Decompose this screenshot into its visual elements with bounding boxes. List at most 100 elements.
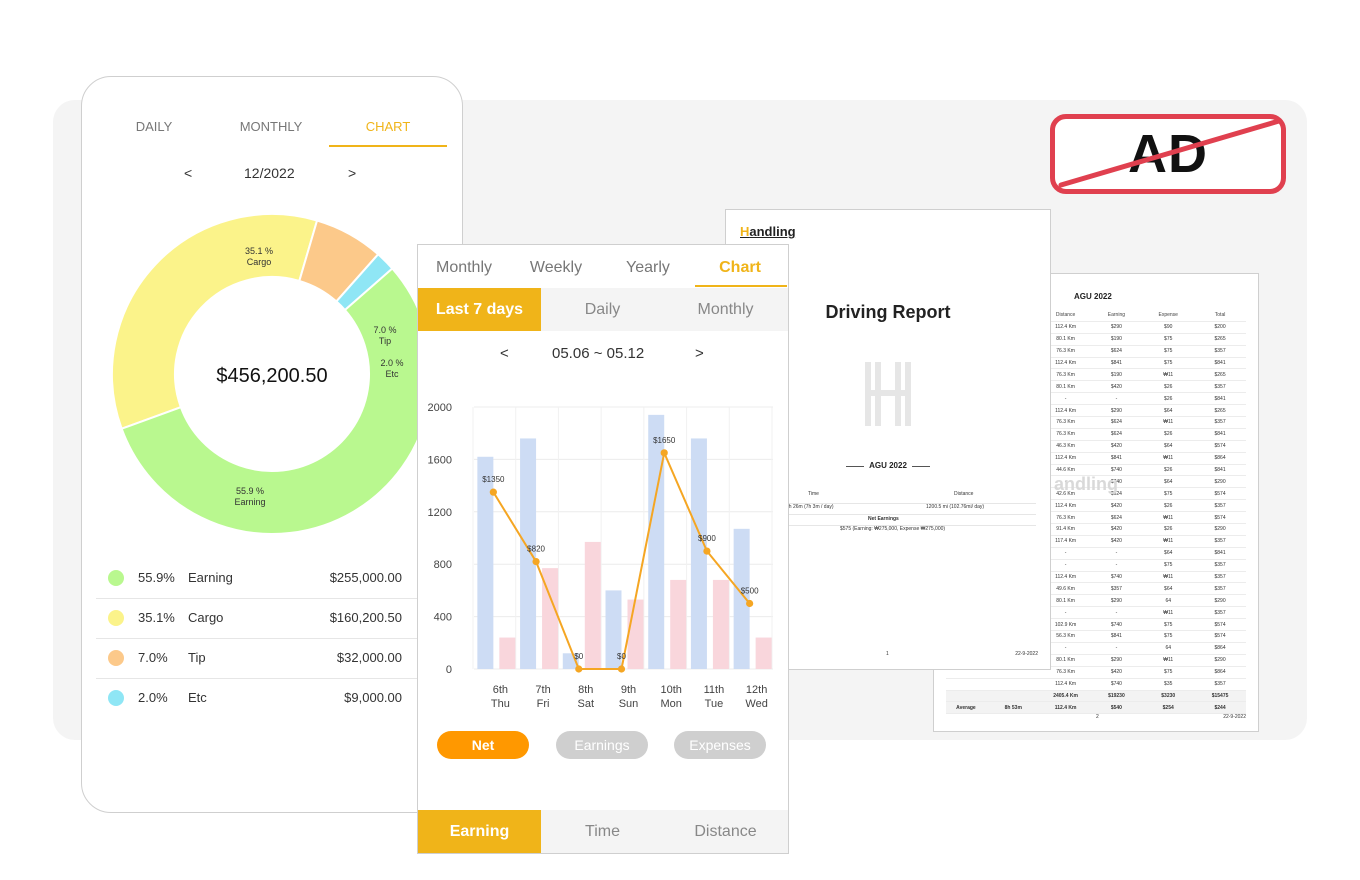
y-tick-label: 0	[446, 664, 452, 676]
table-cell: 80.1 Km	[1040, 333, 1091, 346]
prev-month-button[interactable]: <	[184, 165, 193, 181]
table-cell: $26	[1142, 428, 1195, 441]
tab-daily[interactable]: DAILY	[135, 119, 173, 134]
donut-total: $456,200.50	[216, 365, 327, 387]
next-month-button[interactable]: >	[348, 165, 357, 181]
tab-distance[interactable]: Distance	[694, 823, 757, 840]
net-point	[617, 665, 626, 673]
tab-last-7-days[interactable]: Last 7 days	[418, 288, 541, 331]
legend-swatch	[108, 570, 124, 586]
prev-range-button[interactable]: <	[500, 345, 509, 362]
table-cell: $26	[1142, 464, 1195, 477]
divider	[786, 503, 1036, 504]
table-cell: $75	[1142, 333, 1195, 346]
table-cell: 49.6 Km	[1040, 582, 1091, 596]
expenses-bar	[499, 637, 516, 669]
middle-phone-screen: Monthly Weekly Yearly Chart Last 7 days …	[417, 244, 789, 854]
table-cell: $75	[1142, 666, 1195, 679]
table-cell: ₩11	[1142, 535, 1195, 548]
net-data-label: $1350	[482, 475, 505, 484]
x-tick-label: Sun	[619, 698, 639, 710]
expenses-toggle-button[interactable]: Expenses	[674, 731, 766, 759]
no-ad-badge: AD	[1050, 114, 1286, 194]
legend-item[interactable]: 55.9% Earning $255,000.00	[96, 558, 422, 599]
tab-monthly[interactable]: Monthly	[435, 259, 493, 276]
table-cell: ₩11	[1142, 511, 1195, 525]
table-cell: $357	[1194, 559, 1246, 572]
table-cell: 64	[1142, 642, 1195, 655]
expenses-bar	[755, 637, 772, 669]
tab-chart[interactable]: CHART	[365, 119, 411, 134]
table-cell: -	[1040, 559, 1091, 572]
x-tick-label: Tue	[705, 698, 724, 710]
table-cell: -	[1090, 559, 1143, 572]
table-cell: 44.6 Km	[1040, 464, 1091, 477]
tab-time[interactable]: Time	[585, 823, 620, 840]
x-tick-label: Fri	[537, 698, 550, 710]
net-data-label: $500	[741, 587, 759, 596]
table-cell: $64	[1142, 547, 1195, 560]
next-range-button[interactable]: >	[695, 345, 704, 362]
table-cell: 42.6 Km	[1040, 487, 1091, 501]
table-cell: $290	[1194, 654, 1246, 667]
tab-daily[interactable]: Daily	[584, 301, 621, 318]
table-cell: $624	[1090, 487, 1143, 501]
table-cell: $357	[1194, 345, 1246, 358]
earnings-toggle-button[interactable]: Earnings	[556, 731, 648, 759]
slice-label-pct: 7.0 %	[373, 325, 396, 335]
legend-item[interactable]: 35.1% Cargo $160,200.50	[96, 598, 422, 639]
table-cell: $244	[1194, 701, 1246, 715]
table-cell: $420	[1090, 666, 1143, 679]
tab-monthly[interactable]: Monthly	[697, 301, 754, 318]
table-cell: -	[1090, 606, 1143, 620]
legend-item[interactable]: 2.0% Etc $9,000.00	[96, 678, 422, 718]
table-cell: $75	[1142, 345, 1195, 358]
tab-yearly[interactable]: Yearly	[626, 259, 670, 276]
weekly-bar-chart: 0 400 800 1200 1600 2000 6th Thu 7th Fri 8th Sat 9th…	[428, 402, 773, 710]
x-tick-label: Thu	[491, 698, 510, 710]
table-cell: $841	[1194, 357, 1246, 370]
table-cell: $574	[1194, 511, 1246, 525]
report-month: AGU 2022	[869, 461, 907, 470]
table-cell: 112.4 Km	[1040, 321, 1091, 334]
net-data-label: $900	[698, 534, 716, 543]
table-cell	[985, 678, 1041, 691]
x-tick-label: 9th	[621, 684, 636, 696]
legend-amount: $9,000.00	[344, 690, 402, 705]
table-cell: 112.4 Km	[1040, 571, 1091, 584]
earnings-bar	[520, 438, 537, 669]
table-cell: 64	[1142, 594, 1195, 608]
handling-emblem-icon	[865, 362, 911, 426]
range-label: 05.06 ~ 05.12	[552, 345, 645, 362]
table-cell: $841	[1194, 464, 1246, 477]
tab-earning[interactable]: Earning	[418, 810, 541, 853]
table-cell: $574	[1194, 630, 1246, 643]
expenses-bar	[670, 579, 687, 669]
table-cell: $190	[1090, 368, 1143, 382]
table-cell: 76.3 Km	[1040, 345, 1091, 358]
distance-header: Distance	[954, 491, 974, 497]
table-cell: -	[1040, 547, 1091, 560]
net-data-label: $820	[527, 545, 545, 554]
tab-monthly[interactable]: MONTHLY	[239, 119, 303, 134]
table-cell: 76.3 Km	[1040, 666, 1091, 679]
table-cell: $265	[1194, 333, 1246, 346]
tab-weekly[interactable]: Weekly	[529, 259, 583, 276]
slice-label-pct: 2.0 %	[380, 358, 403, 368]
table-cell: ₩11	[1142, 571, 1195, 584]
table-cell: $624	[1090, 416, 1143, 429]
legend-amount: $160,200.50	[329, 610, 402, 625]
legend-swatch	[108, 690, 124, 706]
x-tick-label: 6th	[493, 684, 508, 696]
table-cell: $574	[1194, 487, 1246, 501]
net-toggle-button[interactable]: Net	[437, 731, 529, 759]
table-cell: 76.3 Km	[1040, 428, 1091, 441]
table-cell: 112.4 Km	[1040, 499, 1091, 513]
net-data-label: $0	[574, 652, 583, 661]
table-cell: $190	[1090, 333, 1143, 346]
tab-chart[interactable]: Chart	[719, 259, 761, 276]
legend-item[interactable]: 7.0% Tip $32,000.00	[96, 638, 422, 679]
table-cell: $420	[1090, 380, 1143, 394]
col-header: Earning	[1090, 310, 1143, 322]
table-cell: -	[1090, 392, 1143, 406]
